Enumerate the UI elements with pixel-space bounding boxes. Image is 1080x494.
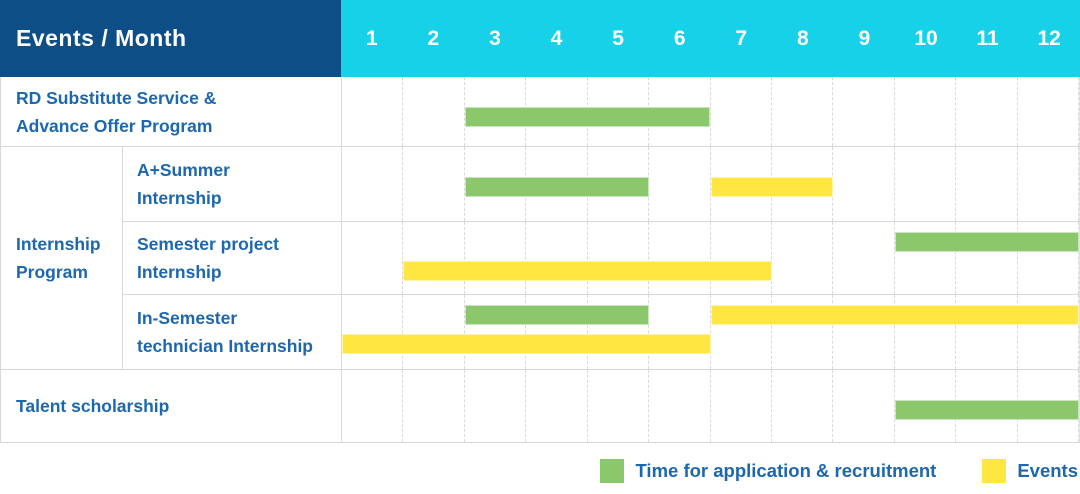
chart-row-talent-scholarship [341, 370, 1080, 443]
month-grid-cell [833, 222, 895, 294]
month-grid-cell [956, 147, 1018, 221]
month-grid-cell [342, 295, 404, 369]
month-header-label: 6 [673, 26, 686, 50]
month-grid-cell [833, 77, 895, 146]
month-header-label: 7 [735, 26, 748, 50]
month-grid-cell [833, 370, 895, 442]
row-label-talent-scholarship: Talent scholarship [0, 370, 341, 443]
row-label-a-plus-summer: A+Summer Internship [123, 147, 341, 222]
month-header-label: 8 [796, 26, 809, 50]
month-grid-cell [895, 295, 957, 369]
month-grid-cell [649, 147, 711, 221]
application-bar [894, 400, 1079, 420]
month-header-label: 11 [976, 26, 999, 50]
legend: Time for application & recruitment Event… [0, 459, 1080, 483]
row-label-in-semester-technician: In-Semester technician Internship [123, 295, 341, 370]
month-grid-cell [1018, 77, 1080, 146]
month-grid-cell [403, 77, 465, 146]
month-header-label: 5 [612, 26, 624, 50]
chart-row-rd-substitute [341, 77, 1080, 147]
month-grid-cell [526, 222, 588, 294]
month-grid-cell [1018, 295, 1080, 369]
month-grid-cell [956, 295, 1018, 369]
month-grid-cell [588, 370, 650, 442]
legend-item-events: Events [982, 459, 1078, 483]
row-label-rd-substitute: RD Substitute Service & Advance Offer Pr… [0, 77, 341, 147]
month-header-label: 12 [1037, 26, 1061, 50]
application-bar [464, 305, 650, 325]
month-grid-cell [526, 295, 588, 369]
events-swatch-icon [982, 459, 1007, 483]
month-grid-cell [342, 77, 404, 146]
application-bar [464, 177, 650, 197]
legend-item-application: Time for application & recruitment [600, 459, 936, 483]
application-bar [464, 107, 711, 127]
row-label-semester-project: Semester project Internship [123, 222, 341, 295]
month-grid-cell [956, 222, 1018, 294]
month-grid-cell [711, 77, 772, 146]
events-bar [710, 177, 834, 197]
month-header-label: 10 [914, 26, 938, 50]
month-grid-cell [895, 222, 957, 294]
month-grid-cell [588, 295, 650, 369]
month-header-label: 2 [427, 26, 440, 50]
month-grid-cell [403, 147, 465, 221]
events-bar [342, 334, 711, 354]
month-grid-cell [465, 370, 527, 442]
application-swatch-icon [600, 459, 625, 483]
month-grid-cell [711, 295, 772, 369]
month-grid-cell [649, 222, 711, 294]
month-grid-cell [526, 370, 588, 442]
table-header-title: Events / Month [0, 0, 341, 77]
month-grid-cell [711, 370, 772, 442]
month-header-label: 9 [858, 26, 871, 50]
legend-label-application: Time for application & recruitment [635, 460, 937, 481]
month-grid-cell [772, 77, 834, 146]
month-grid-cell [342, 147, 404, 221]
month-grid-cell [833, 295, 895, 369]
month-grid-cell [711, 222, 772, 294]
month-grid-cell [772, 295, 834, 369]
month-grid-cell [956, 77, 1018, 146]
month-grid-cell [403, 295, 465, 369]
month-header-label: 3 [489, 26, 501, 50]
group-label-internship-program: Internship Program [0, 147, 123, 370]
month-grid-cell [1018, 222, 1080, 294]
month-grid-cell [588, 222, 650, 294]
month-grid-cell [342, 370, 404, 442]
month-header-label: 1 [365, 26, 378, 50]
chart-row-in-semester-technician [341, 295, 1080, 370]
chart-row-a-plus-summer [341, 147, 1080, 222]
application-bar [894, 232, 1079, 252]
month-header-label: 4 [550, 26, 563, 50]
month-grid-cell [649, 295, 711, 369]
month-grid-cell [772, 370, 834, 442]
month-grid-cell [649, 370, 711, 442]
month-grid-cell [895, 147, 957, 221]
legend-label-events: Events [1017, 460, 1078, 481]
month-header-row: 1 2 3 4 5 6 7 8 9 10 11 12 [341, 0, 1080, 77]
month-grid-cell [403, 222, 465, 294]
gantt-table: Events / Month 1 2 3 4 5 6 7 8 9 10 11 12 RD Substi… [0, 0, 1080, 443]
events-bar [403, 261, 772, 281]
month-grid-cell [833, 147, 895, 221]
events-bar [710, 305, 1079, 325]
month-grid-cell [465, 222, 527, 294]
month-grid-cell [772, 222, 834, 294]
chart-row-semester-project [341, 222, 1080, 295]
month-grid-cell [895, 77, 957, 146]
month-grid-cell [403, 370, 465, 442]
month-grid-cell [465, 295, 527, 369]
month-grid-cell [342, 222, 404, 294]
month-grid-cell [1018, 147, 1080, 221]
